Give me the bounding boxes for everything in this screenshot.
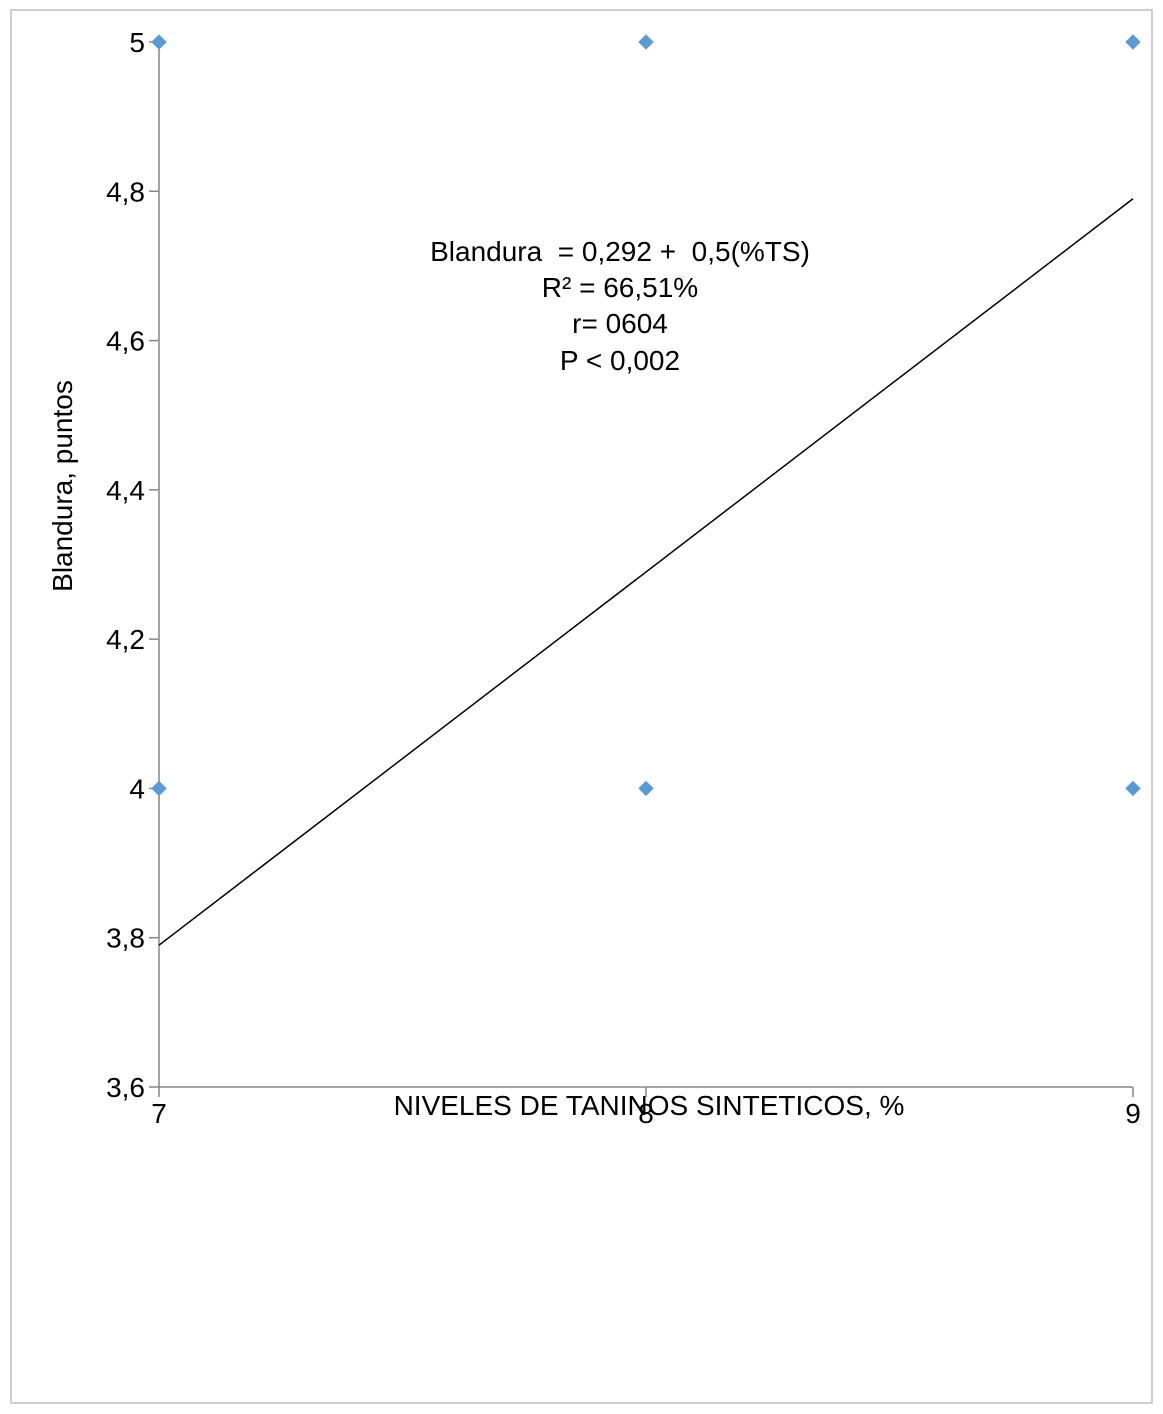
y-tick-label: 4,8 — [106, 176, 145, 207]
x-tick-label: 9 — [1125, 1098, 1141, 1129]
y-axis-label: Blandura, puntos — [47, 380, 78, 592]
y-tick-label: 5 — [129, 27, 145, 58]
regression-trendline — [158, 198, 1134, 946]
data-point — [151, 780, 167, 797]
data-points — [151, 34, 1141, 797]
y-tick-label: 4,4 — [106, 475, 145, 506]
data-point — [151, 34, 167, 50]
x-tick-label: 7 — [151, 1098, 167, 1129]
x-axis-label: NIVELES DE TANINOS SINTETICOS, % — [394, 1090, 905, 1121]
annotation-r: r= 0604 — [572, 308, 668, 339]
tick-labels: 3,6 3,8 4 4,2 4,4 4,6 4,8 5 7 8 9 — [106, 27, 1141, 1129]
y-tick-label: 3,8 — [106, 923, 145, 954]
y-tick-label: 3,6 — [106, 1072, 145, 1103]
axes — [149, 41, 1134, 1097]
annotation-p-value: P < 0,002 — [560, 345, 680, 376]
data-point — [638, 34, 654, 50]
data-point — [1125, 780, 1141, 797]
trendline-layer — [158, 198, 1134, 946]
data-point — [638, 780, 654, 797]
chart-border — [10, 9, 1153, 1404]
y-tick-label: 4,6 — [106, 326, 145, 357]
y-tick-label: 4,2 — [106, 624, 145, 655]
x-tick-label: 8 — [638, 1098, 654, 1129]
regression-annotation: Blandura = 0,292 + 0,5(%TS) R² = 66,51% … — [430, 236, 810, 376]
annotation-r-squared: R² = 66,51% — [542, 272, 698, 303]
data-point — [1125, 34, 1141, 50]
y-tick-label: 4 — [129, 773, 145, 804]
annotation-equation: Blandura = 0,292 + 0,5(%TS) — [430, 236, 810, 267]
